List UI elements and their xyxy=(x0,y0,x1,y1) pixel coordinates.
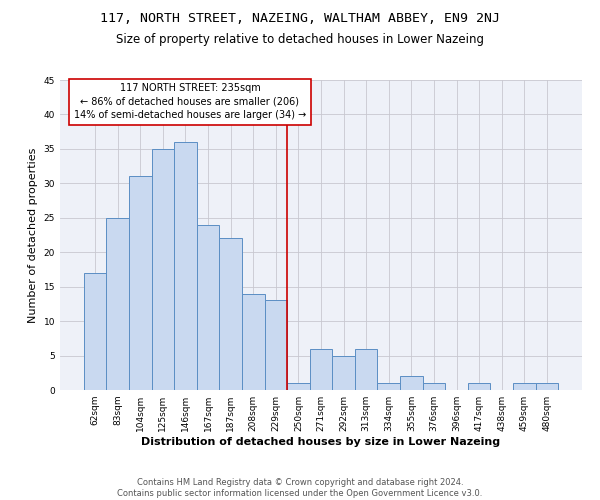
Bar xyxy=(242,294,265,390)
Bar xyxy=(513,383,536,390)
Y-axis label: Number of detached properties: Number of detached properties xyxy=(28,148,38,322)
Bar xyxy=(265,300,287,390)
Bar xyxy=(400,376,422,390)
Bar xyxy=(287,383,310,390)
Text: 117, NORTH STREET, NAZEING, WALTHAM ABBEY, EN9 2NJ: 117, NORTH STREET, NAZEING, WALTHAM ABBE… xyxy=(100,12,500,26)
Bar xyxy=(536,383,558,390)
Bar xyxy=(152,149,174,390)
Bar xyxy=(332,356,355,390)
Bar xyxy=(129,176,152,390)
Text: Size of property relative to detached houses in Lower Nazeing: Size of property relative to detached ho… xyxy=(116,32,484,46)
Bar xyxy=(106,218,129,390)
Text: Contains HM Land Registry data © Crown copyright and database right 2024.
Contai: Contains HM Land Registry data © Crown c… xyxy=(118,478,482,498)
Bar xyxy=(84,273,106,390)
Bar xyxy=(174,142,197,390)
Bar xyxy=(220,238,242,390)
Text: 117 NORTH STREET: 235sqm
← 86% of detached houses are smaller (206)
14% of semi-: 117 NORTH STREET: 235sqm ← 86% of detach… xyxy=(74,84,306,120)
X-axis label: Distribution of detached houses by size in Lower Nazeing: Distribution of detached houses by size … xyxy=(142,437,500,447)
Bar xyxy=(422,383,445,390)
Bar xyxy=(377,383,400,390)
Bar xyxy=(197,224,220,390)
Bar xyxy=(355,348,377,390)
Bar xyxy=(310,348,332,390)
Bar xyxy=(468,383,490,390)
